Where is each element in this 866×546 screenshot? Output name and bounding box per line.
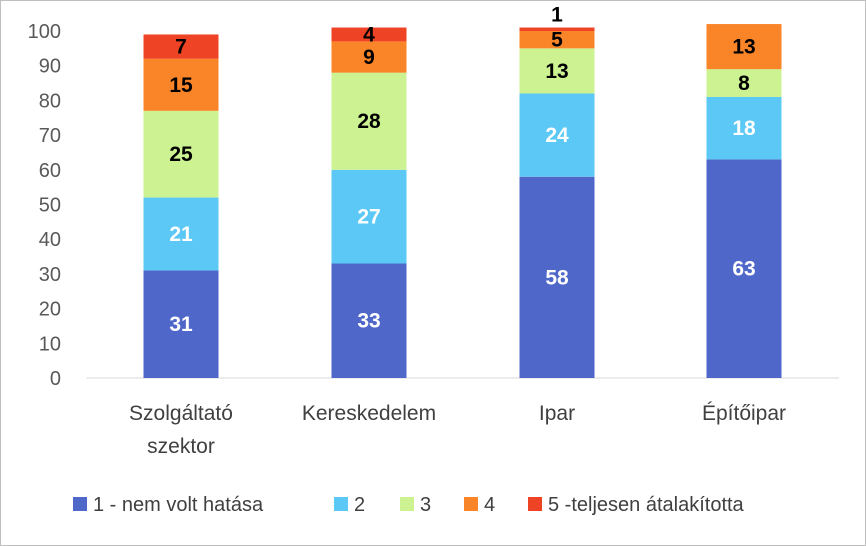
legend-swatch	[400, 497, 414, 511]
y-tick-label: 40	[39, 229, 61, 251]
bar-segment	[331, 263, 407, 378]
y-tick-label: 50	[39, 195, 61, 217]
data-label: 9	[363, 46, 375, 69]
bar-segment	[143, 34, 219, 59]
legend-label: 5 -teljesen átalakította	[548, 494, 745, 516]
bar-segment	[519, 48, 595, 94]
data-label: 33	[357, 310, 380, 333]
bar-segment	[143, 270, 219, 378]
legend-swatch	[464, 497, 478, 511]
data-label: 28	[357, 110, 381, 133]
bar-segment	[519, 176, 595, 378]
data-label: 7	[175, 36, 187, 59]
legend-label: 1 - nem volt hatása	[93, 494, 264, 516]
data-label: 13	[732, 36, 755, 59]
bar-segment	[331, 41, 407, 73]
bars	[143, 24, 782, 378]
data-label: 18	[732, 117, 756, 140]
bar-segment	[706, 24, 782, 70]
data-label: 58	[545, 266, 569, 289]
bar-segment	[331, 27, 407, 42]
y-tick-label: 80	[39, 90, 61, 112]
legend-swatch	[334, 497, 348, 511]
legend-label: 2	[354, 494, 365, 516]
bar-segment	[331, 72, 407, 170]
data-label: 5	[551, 29, 563, 52]
bar-segment	[706, 69, 782, 97]
bar-segment	[519, 27, 595, 31]
bar-segment	[331, 169, 407, 264]
bar-segment	[143, 197, 219, 271]
legend-swatch	[528, 497, 542, 511]
legend-item: 2	[334, 494, 365, 516]
data-label: 25	[169, 143, 193, 166]
y-tick-label: 0	[50, 368, 61, 390]
legend-item: 4	[464, 494, 495, 516]
y-tick-label: 20	[39, 299, 61, 321]
category-label: Szolgáltató	[129, 402, 233, 425]
legend-item: 5 -teljesen átalakította	[528, 494, 745, 516]
y-tick-label: 60	[39, 160, 61, 182]
bar-segment	[706, 159, 782, 378]
category-label: Építőipar	[702, 402, 786, 425]
bar-segment	[143, 58, 219, 111]
y-tick-label: 100	[28, 21, 61, 43]
legend-item: 1 - nem volt hatása	[73, 494, 264, 516]
data-label: 1	[551, 4, 563, 27]
data-label: 24	[545, 124, 569, 147]
category-label: Kereskedelem	[302, 402, 436, 425]
legend-item: 3	[400, 494, 431, 516]
data-label: 21	[169, 223, 193, 246]
data-label: 27	[357, 206, 380, 229]
data-label: 31	[169, 313, 193, 336]
y-tick-label: 10	[39, 333, 61, 355]
legend-label: 3	[420, 494, 431, 516]
y-axis: 0 10 20 30 40 50 60 70 80 90 100	[28, 21, 839, 390]
bar-segment	[519, 31, 595, 49]
bar-segment	[519, 93, 595, 177]
bar-segment	[706, 96, 782, 160]
data-label: 4	[363, 23, 375, 46]
bar-segment	[143, 110, 219, 198]
y-tick-label: 70	[39, 125, 61, 147]
data-label: 63	[732, 258, 755, 281]
y-tick-label: 90	[39, 56, 61, 78]
y-tick-label: 30	[39, 264, 61, 286]
data-label: 13	[545, 60, 568, 83]
legend: 1 - nem volt hatása 2 3 4 5 -teljesen átalak…	[73, 494, 745, 516]
x-axis: Szolgáltató szektor Kereskedelem Ipar Építői…	[129, 402, 786, 458]
category-label: szektor	[147, 435, 215, 458]
data-label: 15	[169, 74, 193, 97]
legend-label: 4	[484, 494, 495, 516]
data-label: 8	[738, 72, 750, 95]
data-labels: 31 21 25 15 7 33 27 28 94 58 24 13 51 63 18 8 13	[169, 4, 756, 337]
legend-swatch	[73, 497, 87, 511]
category-label: Ipar	[539, 402, 575, 425]
